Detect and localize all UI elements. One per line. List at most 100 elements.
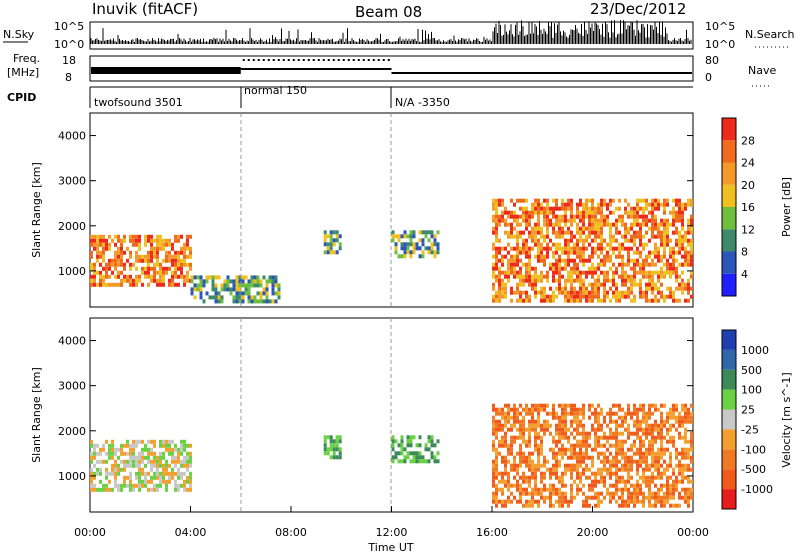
echo-cell	[409, 238, 413, 243]
echo-cell	[403, 254, 407, 259]
echo-cell	[495, 471, 498, 476]
echo-cell	[549, 499, 552, 504]
echo-cell	[603, 254, 606, 259]
echo-cell	[504, 443, 507, 448]
echo-cell	[513, 246, 516, 251]
echo-cell	[504, 246, 507, 251]
colorbar-tick-label: 100	[741, 384, 762, 397]
echo-cell	[144, 455, 147, 460]
echo-cell	[537, 254, 540, 259]
echo-cell	[660, 238, 663, 243]
echo-cell	[235, 283, 239, 288]
echo-cell	[600, 475, 603, 480]
echo-cell	[621, 475, 624, 480]
echo-cell	[555, 463, 558, 468]
echo-cell	[684, 202, 687, 207]
echo-cell	[684, 495, 687, 500]
echo-cell	[609, 431, 612, 436]
echo-cell	[102, 246, 105, 251]
echo-cell	[549, 447, 552, 452]
echo-cell	[507, 210, 510, 215]
echo-cell	[522, 471, 525, 476]
echo-cell	[522, 278, 525, 283]
echo-cell	[555, 499, 558, 504]
echo-cell	[129, 266, 132, 271]
echo-cell	[684, 230, 687, 235]
echo-cell	[651, 298, 654, 303]
echo-cell	[555, 294, 558, 299]
echo-cell	[552, 242, 555, 247]
colorbar-tick-label: 4	[741, 268, 748, 281]
echo-cell	[513, 226, 516, 231]
echo-cell	[513, 475, 516, 480]
echo-cell	[211, 283, 215, 288]
echo-cell	[606, 459, 609, 464]
echo-cell	[570, 210, 573, 215]
echo-cell	[555, 278, 558, 283]
echo-cell	[501, 503, 504, 508]
echo-cell	[618, 242, 621, 247]
echo-cell	[681, 254, 684, 259]
echo-cell	[120, 447, 123, 452]
echo-cell	[90, 242, 93, 247]
echo-cell	[165, 487, 168, 492]
echo-cell	[543, 290, 546, 295]
echo-cell	[666, 202, 669, 207]
echo-cell	[507, 270, 510, 275]
echo-cell	[504, 286, 507, 291]
echo-cell	[633, 411, 636, 416]
echo-cell	[513, 435, 516, 440]
echo-cell	[150, 254, 153, 259]
echo-cell	[123, 459, 126, 464]
colorbar-band	[722, 251, 736, 274]
echo-cell	[561, 258, 564, 263]
echo-cell	[522, 423, 525, 428]
echo-cell	[651, 230, 654, 235]
echo-cell	[558, 258, 561, 263]
echo-cell	[99, 459, 102, 464]
echo-cell	[567, 258, 570, 263]
echo-cell	[585, 455, 588, 460]
echo-cell	[391, 447, 395, 452]
nave-dot	[247, 59, 250, 61]
echo-cell	[690, 447, 693, 452]
echo-cell	[120, 443, 123, 448]
echo-cell	[498, 218, 501, 223]
echo-cell	[543, 455, 546, 460]
echo-cell	[558, 503, 561, 508]
echo-cell	[555, 471, 558, 476]
echo-cell	[436, 246, 440, 251]
echo-cell	[642, 415, 645, 420]
echo-cell	[639, 242, 642, 247]
echo-cell	[430, 230, 434, 235]
echo-cell	[648, 423, 651, 428]
echo-cell	[630, 415, 633, 420]
echo-cell	[427, 435, 431, 440]
echo-cell	[570, 491, 573, 496]
echo-cell	[651, 250, 654, 255]
echo-cell	[651, 443, 654, 448]
echo-cell	[690, 411, 693, 416]
echo-cell	[651, 198, 654, 203]
echo-cell	[672, 266, 675, 271]
echo-cell	[570, 403, 573, 408]
echo-cell	[126, 475, 129, 480]
echo-cell	[633, 222, 636, 227]
echo-cell	[504, 210, 507, 215]
echo-cell	[600, 451, 603, 456]
echo-cell	[630, 226, 633, 231]
echo-cell	[672, 471, 675, 476]
echo-cell	[522, 238, 525, 243]
echo-cell	[335, 447, 339, 452]
echo-cell	[615, 246, 618, 251]
echo-cell	[636, 447, 639, 452]
echo-cell	[690, 487, 693, 492]
echo-cell	[681, 234, 684, 239]
echo-cell	[123, 234, 126, 239]
echo-cell	[165, 258, 168, 263]
echo-cell	[409, 451, 413, 456]
echo-cell	[645, 242, 648, 247]
echo-cell	[648, 491, 651, 496]
echo-cell	[159, 238, 162, 243]
echo-cell	[570, 467, 573, 472]
